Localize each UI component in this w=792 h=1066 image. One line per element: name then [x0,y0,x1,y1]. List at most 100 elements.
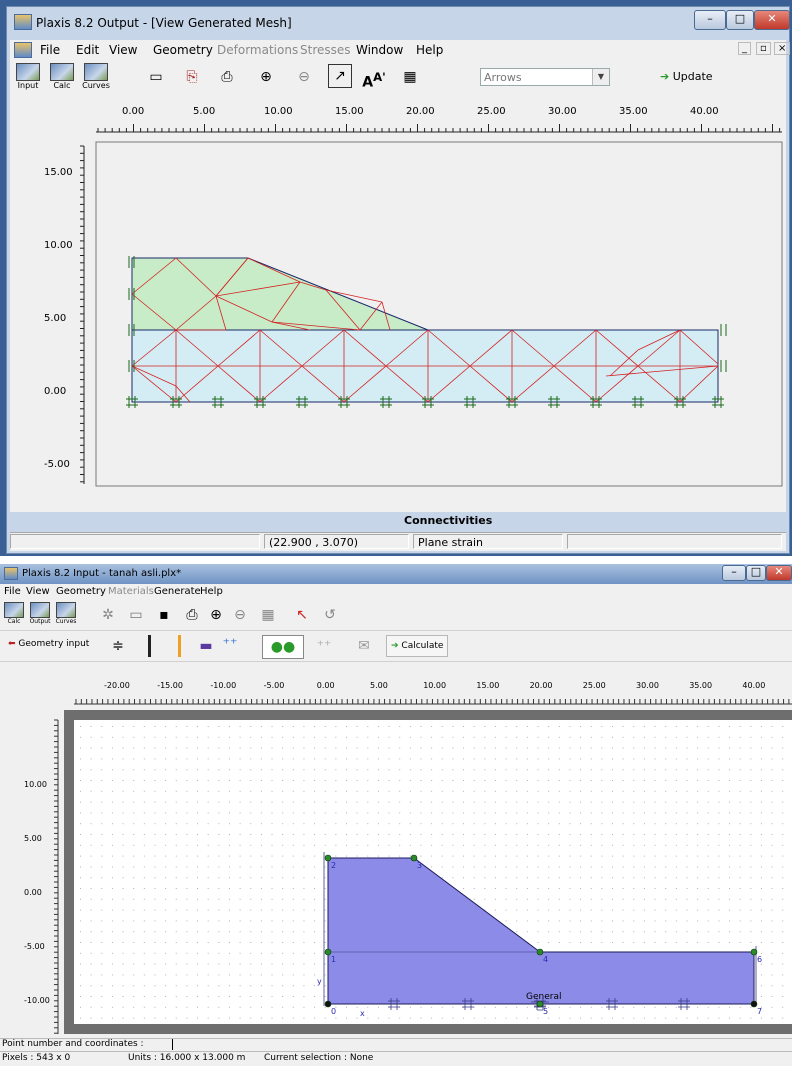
output-button[interactable]: Output [28,602,52,632]
zoom-in-input-icon[interactable]: ⊕ [210,607,222,623]
fixities-icon[interactable]: ⁺⁺ [222,636,238,652]
grid-dot [271,801,273,803]
grid-dot [580,747,582,749]
input-menu-materials[interactable]: Materials [108,586,154,597]
grid-dot [707,747,709,749]
grid-dot [697,790,699,792]
copy-icon[interactable]: ⎘ [186,69,198,85]
grid-dot [569,888,571,889]
plate-icon[interactable] [148,635,151,657]
selection-arrow-icon[interactable]: ↖ [296,607,308,623]
grid-dot [282,834,284,835]
undo-icon[interactable]: ↺ [324,607,336,623]
output-title-bar[interactable]: Plaxis 8.2 Output - [View Generated Mesh… [6,8,790,36]
curves-program-button[interactable]: Curves [82,63,110,93]
input-minimize-button[interactable]: – [722,565,746,581]
grid-dot [622,866,624,868]
minimize-button[interactable]: – [694,10,726,30]
grid-dot [314,758,316,760]
grid-dot [654,920,656,922]
generated-mesh-view[interactable]: 0.00 5.00 10.00 15.00 20.00 25.00 30.00 35.00 40… [10,96,786,532]
input-canvas[interactable]: -20.00 -15.00 -10.00 -5.00 0.00 5.00 10.00 15.0… [0,662,792,1038]
menu-help[interactable]: Help [416,43,444,57]
menu-deformations[interactable]: Deformations [217,43,299,57]
geogrid-icon[interactable] [178,635,181,657]
input-menu-view[interactable]: View [26,586,50,597]
grid-dot [271,909,273,911]
input-menu-generate[interactable]: Generate [154,586,201,597]
new-project-icon[interactable]: ✲ [102,607,114,623]
grid-dot [143,920,145,922]
menu-stresses[interactable]: Stresses [300,43,351,57]
ruler-y-label: 15.00 [44,167,73,178]
print-icon[interactable]: ⎙ [221,69,233,85]
display-mode-select[interactable]: Arrows ▼ [480,68,610,86]
draw-scale-icon[interactable]: ↗ [328,64,352,88]
annotation-icon[interactable]: AA' [362,70,386,91]
input-maximize-button[interactable]: □ [746,565,766,581]
table-icon[interactable]: ▦ [403,69,417,85]
water-level-icon[interactable]: ≑ [112,638,124,654]
menu-file[interactable]: File [40,43,61,57]
input-caret[interactable] [172,1039,173,1050]
grid-dot [760,736,762,738]
maximize-button[interactable]: □ [726,10,754,30]
input-ruler-y-label: -5.00 [24,942,45,951]
menu-view[interactable]: View [109,43,138,57]
zoom-out-input-icon[interactable]: ⊖ [234,607,246,623]
grid-dot [505,898,507,900]
grid-dot [292,1006,294,1008]
geometry-input-button[interactable]: ⬅ Geometry input [8,639,89,649]
grid-dot [420,855,422,857]
grid-dot [548,888,550,889]
grid-dot [133,952,135,954]
grid-dot [111,801,113,803]
calc-button[interactable]: Calc [2,602,26,632]
grid-dot [463,1017,465,1019]
mdi-close-button[interactable]: × [774,42,791,55]
menu-edit[interactable]: Edit [76,43,100,57]
input-menu-geometry[interactable]: Geometry [56,586,106,597]
print-project-icon[interactable]: ⎙ [186,607,198,623]
output-canvas[interactable]: 0.00 5.00 10.00 15.00 20.00 25.00 30.00 35.00 40… [10,96,786,527]
save-icon[interactable]: ▪ [159,607,169,623]
grid-dot [90,1006,92,1008]
initial-conditions-toggle[interactable]: ●● [262,635,304,659]
geometry-view[interactable]: -20.00 -15.00 -10.00 -5.00 0.00 5.00 10.00 15.0… [0,662,792,1038]
input-title-bar[interactable]: Plaxis 8.2 Input - tanah asli.plx* – □ ✕ [0,564,792,584]
grid-dot [494,855,496,857]
input-menu-help[interactable]: Help [200,586,223,597]
grid-dot [186,780,188,781]
zoom-out-icon[interactable]: ⊖ [298,69,310,85]
curves-button[interactable]: Curves [54,602,78,632]
close-button[interactable]: ✕ [754,10,790,30]
input-window-title: Plaxis 8.2 Input - tanah asli.plx* [22,568,182,579]
grid-dot [175,801,177,803]
mesh-edge [359,301,383,331]
open-project-icon[interactable]: ▭ [129,607,143,623]
input-close-button[interactable]: ✕ [766,565,792,581]
interface-icon[interactable]: ▬ [199,638,213,654]
grid-dot [654,823,656,825]
grid-dot [303,758,305,760]
input-program-button[interactable]: Input [14,63,42,93]
grid-dot [750,866,752,868]
input-menu-file[interactable]: File [4,586,21,597]
open-folder-icon[interactable]: ▭ [149,69,163,85]
mdi-minimize-button[interactable]: _ [738,42,751,55]
mesh-refine-icon[interactable]: ⁺⁺ [316,638,332,654]
calc-program-button[interactable]: Calc [48,63,76,93]
menu-window[interactable]: Window [356,43,404,57]
calculate-button[interactable]: ➔ Calculate [386,635,449,657]
grid-dot [111,931,113,933]
update-button[interactable]: ➔ Update [660,70,713,83]
grid-dot [580,790,582,792]
grid-dot [303,855,305,857]
hash-fixity-icon [590,396,602,408]
grid-dot [643,855,645,857]
mail-icon[interactable]: ✉ [358,638,370,654]
zoom-in-icon[interactable]: ⊕ [260,69,272,85]
table-input-icon[interactable]: ▦ [261,607,275,623]
menu-geometry[interactable]: Geometry [153,43,213,57]
mdi-restore-button[interactable]: ▫ [756,42,771,55]
